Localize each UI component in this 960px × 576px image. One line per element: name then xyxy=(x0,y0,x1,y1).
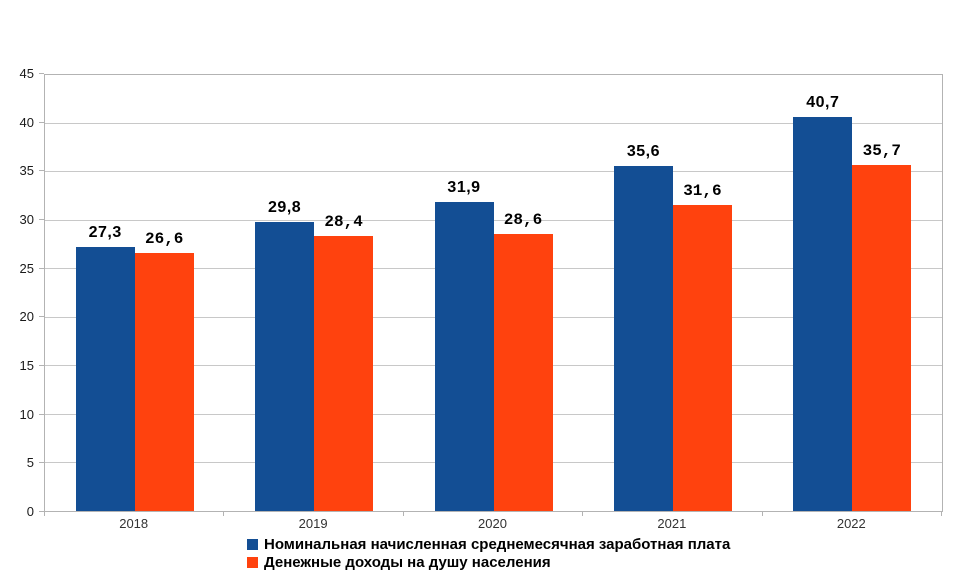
y-axis-label: 25 xyxy=(19,260,34,276)
x-axis-tick xyxy=(223,512,225,516)
plot-area: 27,3 26,6 29,8 28,4 31,9 28,6 35,6 31,6 40,7 35,7 xyxy=(44,74,943,512)
y-axis-label: 10 xyxy=(19,406,34,422)
bar-value-label: 31,9 xyxy=(447,178,481,196)
x-axis-tick xyxy=(582,512,584,516)
gridline xyxy=(45,171,942,173)
bar xyxy=(434,201,494,511)
y-axis-tick xyxy=(39,170,44,172)
legend-label: Денежные доходы на душу населения xyxy=(264,553,551,571)
legend-swatch xyxy=(247,556,258,568)
bar-value-label: 27,3 xyxy=(88,223,122,241)
bar-value-label: 31,6 xyxy=(683,181,722,200)
legend-swatch xyxy=(247,538,258,550)
y-axis-tick xyxy=(39,365,44,366)
y-axis-label: 40 xyxy=(19,114,34,130)
x-axis-tick xyxy=(44,512,45,516)
gridline xyxy=(45,219,942,221)
y-axis-tick xyxy=(39,219,44,220)
legend-item: Денежные доходы на душу населения xyxy=(247,553,730,571)
y-axis-label: 30 xyxy=(19,212,34,227)
x-axis-label: 2022 xyxy=(836,516,866,531)
bar-value-label: 35,7 xyxy=(862,142,901,161)
y-axis-tick xyxy=(39,267,44,269)
x-axis-tick xyxy=(761,512,763,516)
x-axis-tick xyxy=(402,512,404,516)
y-axis-label: 15 xyxy=(19,358,34,373)
legend: Номинальная начисленная среднемесячная з… xyxy=(247,535,730,571)
y-axis-label: 5 xyxy=(26,455,34,471)
bar-value-label: 26,6 xyxy=(144,230,184,249)
legend-item: Номинальная начисленная среднемесячная з… xyxy=(247,535,730,553)
bar-value-label: 29,8 xyxy=(268,199,302,217)
bar xyxy=(493,233,553,511)
bar xyxy=(75,246,135,511)
bar xyxy=(613,166,673,511)
bar xyxy=(672,204,732,511)
bar xyxy=(852,165,912,511)
x-axis-label: 2018 xyxy=(119,516,149,531)
y-axis-tick xyxy=(39,511,44,512)
y-axis-tick xyxy=(39,462,44,464)
y-axis-tick xyxy=(39,121,44,123)
bar-value-label: 28,6 xyxy=(503,210,543,229)
x-axis-label: 2019 xyxy=(298,516,328,531)
bar xyxy=(134,253,194,511)
bar-value-label: 40,7 xyxy=(806,93,840,111)
y-axis-label: 0 xyxy=(26,504,34,519)
bar xyxy=(314,235,374,511)
y-axis-tick xyxy=(39,73,44,74)
bar xyxy=(255,222,315,511)
bar xyxy=(793,116,853,511)
bar-value-label: 28,4 xyxy=(324,212,363,231)
x-axis-tick xyxy=(941,512,942,516)
bar-value-label: 35,6 xyxy=(626,143,660,161)
gridline xyxy=(45,122,942,124)
x-axis-label: 2021 xyxy=(657,516,687,531)
y-axis-tick xyxy=(39,413,44,415)
legend-label: Номинальная начисленная среднемесячная з… xyxy=(264,535,731,553)
y-axis-label: 35 xyxy=(19,163,34,179)
y-axis-tick xyxy=(39,316,44,318)
x-axis-label: 2020 xyxy=(478,516,507,531)
y-axis-label: 45 xyxy=(19,66,34,81)
y-axis-label: 20 xyxy=(19,309,34,325)
